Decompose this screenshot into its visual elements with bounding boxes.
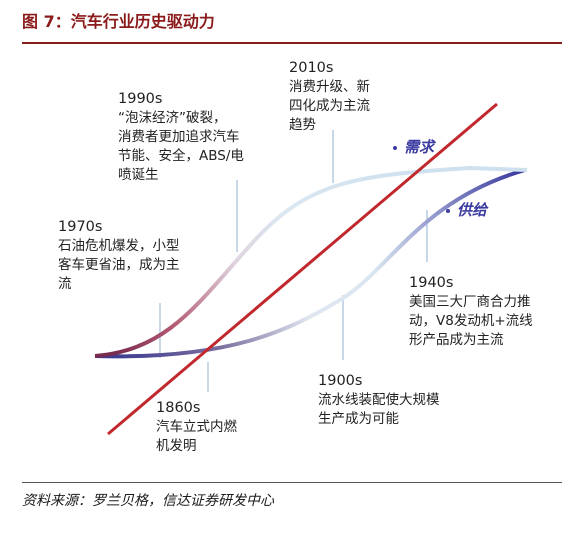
annotation-line: 节能、安全，ABS/电 bbox=[118, 148, 244, 164]
annotation-year: 1860s bbox=[156, 400, 201, 416]
annotation-1990s: 1990s “泡沫经济”破裂， 消费者更加追求汽车 节能、安全，ABS/电 喷诞… bbox=[118, 89, 244, 185]
supply-label: 供给 bbox=[446, 199, 487, 220]
figure-title: 图 7：汽车行业历史驱动力 bbox=[22, 12, 215, 31]
annotation-year: 1990s bbox=[118, 91, 163, 107]
source-divider bbox=[22, 482, 562, 483]
title-divider bbox=[22, 42, 562, 44]
annotation-line: 形产品成为主流 bbox=[409, 332, 504, 348]
annotation-line: 客车更省油，成为主 bbox=[58, 257, 180, 273]
annotation-1900s: 1900s 流水线装配使大规模 生产成为可能 bbox=[318, 371, 440, 429]
annotation-line: 趋势 bbox=[289, 117, 316, 133]
annotation-line: 流水线装配使大规模 bbox=[318, 392, 440, 408]
annotation-line: 美国三大厂商合力推 bbox=[409, 294, 531, 310]
annotation-line: 四化成为主流 bbox=[289, 98, 370, 114]
annotation-1860s: 1860s 汽车立式内燃 机发明 bbox=[156, 398, 237, 456]
annotation-line: 消费者更加追求汽车 bbox=[118, 129, 240, 145]
annotation-line: 汽车立式内燃 bbox=[156, 419, 237, 435]
annotation-line: “泡沫经济”破裂， bbox=[118, 110, 227, 126]
supply-label-text: 供给 bbox=[457, 201, 488, 219]
bullet-icon bbox=[393, 145, 397, 150]
annotation-2010s: 2010s 消费升级、新 四化成为主流 趋势 bbox=[289, 58, 370, 135]
annotation-line: 消费升级、新 bbox=[289, 79, 370, 95]
bullet-icon bbox=[446, 208, 450, 213]
annotation-line: 石油危机爆发，小型 bbox=[58, 238, 180, 254]
annotation-year: 1900s bbox=[318, 373, 363, 389]
annotation-1970s: 1970s 石油危机爆发，小型 客车更省油，成为主 流 bbox=[58, 217, 180, 294]
figure-source: 资料来源：罗兰贝格，信达证券研发中心 bbox=[22, 493, 274, 509]
annotation-line: 动，V8发动机+流线 bbox=[409, 313, 533, 329]
annotation-year: 2010s bbox=[289, 60, 334, 76]
supply-s-curve bbox=[94, 168, 526, 359]
demand-s-curve bbox=[94, 165, 528, 358]
annotation-line: 流 bbox=[58, 276, 72, 292]
annotation-year: 1940s bbox=[409, 275, 454, 291]
annotation-1940s: 1940s 美国三大厂商合力推 动，V8发动机+流线 形产品成为主流 bbox=[409, 273, 533, 350]
annotation-line: 生产成为可能 bbox=[318, 411, 399, 427]
diagonal-trend-line bbox=[107, 102, 498, 436]
annotation-line: 喷诞生 bbox=[118, 167, 159, 183]
annotation-line: 机发明 bbox=[156, 438, 197, 454]
demand-label: 需求 bbox=[393, 136, 434, 157]
annotation-year: 1970s bbox=[58, 219, 103, 235]
demand-label-text: 需求 bbox=[404, 138, 435, 156]
